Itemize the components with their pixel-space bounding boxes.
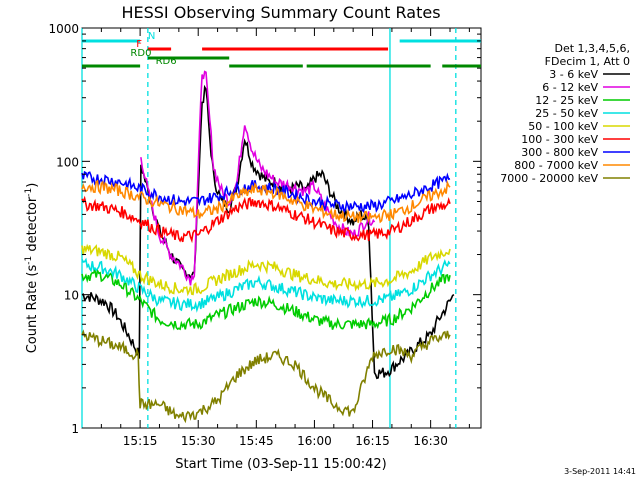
mode-change-lines	[81, 28, 457, 428]
legend-label-7: 800 - 7000 keV	[514, 159, 598, 172]
y-axis-label-end: )	[25, 183, 40, 188]
y-tick-label-0: 1	[71, 422, 79, 436]
x-tick-label-4: 16:15	[355, 434, 390, 448]
timestamp: 3-Sep-2011 14:41	[564, 467, 636, 476]
x-tick-label-3: 16:00	[297, 434, 332, 448]
y-tick-label-1: 10	[64, 289, 79, 303]
x-axis-label: Start Time (03-Sep-11 15:00:42)	[175, 457, 386, 472]
legend: Det 1,3,4,5,6,FDecim 1, Att 03 - 6 keV6 …	[500, 42, 630, 185]
axes: 15:15 15:30 15:45 16:00 16:15 16:30 1 10 100 1000	[48, 22, 481, 448]
y-axis-label-main: Count Rate (s	[25, 265, 40, 354]
flag-label-1: F	[136, 39, 142, 50]
series-line-3	[81, 257, 451, 313]
x-tick-label-1: 15:30	[181, 434, 216, 448]
y-axis-label-mid: detector	[25, 196, 40, 256]
series-line-8	[81, 329, 451, 424]
series-line-4	[81, 243, 451, 297]
y-axis-label-sup1: -1	[24, 256, 34, 265]
series-line-5	[81, 195, 451, 244]
y-axis-label-sup2: -1	[24, 188, 34, 197]
flag-label-2: RD0	[130, 48, 151, 59]
series-line-1	[140, 70, 376, 286]
x-tick-label-2: 15:45	[239, 434, 274, 448]
legend-label-8: 7000 - 20000 keV	[500, 172, 598, 185]
legend-label-0: 3 - 6 keV	[549, 68, 598, 81]
y-tick-label-2: 100	[56, 155, 79, 169]
legend-header-0: Det 1,3,4,5,6,	[554, 42, 630, 55]
series-line-7	[81, 179, 451, 224]
flag-label-0: N	[148, 31, 155, 42]
legend-header-1: FDecim 1, Att 0	[545, 55, 630, 68]
legend-label-5: 100 - 300 keV	[521, 133, 598, 146]
series-line-2	[81, 266, 451, 331]
chart-title: HESSI Observing Summary Count Rates	[121, 3, 440, 22]
flag-label-3: RD6	[156, 56, 177, 67]
series-line-0	[81, 84, 455, 380]
y-tick-label-3: 1000	[48, 22, 79, 36]
legend-label-2: 12 - 25 keV	[535, 94, 598, 107]
y-axis-label: Count Rate (s-1 detector-1)	[24, 183, 40, 354]
legend-label-3: 25 - 50 keV	[535, 107, 598, 120]
legend-label-6: 300 - 800 keV	[521, 146, 598, 159]
series-lines	[81, 70, 455, 424]
x-tick-label-0: 15:15	[123, 434, 158, 448]
legend-label-4: 50 - 100 keV	[528, 120, 598, 133]
legend-label-1: 6 - 12 keV	[542, 81, 598, 94]
x-tick-label-5: 16:30	[413, 434, 448, 448]
